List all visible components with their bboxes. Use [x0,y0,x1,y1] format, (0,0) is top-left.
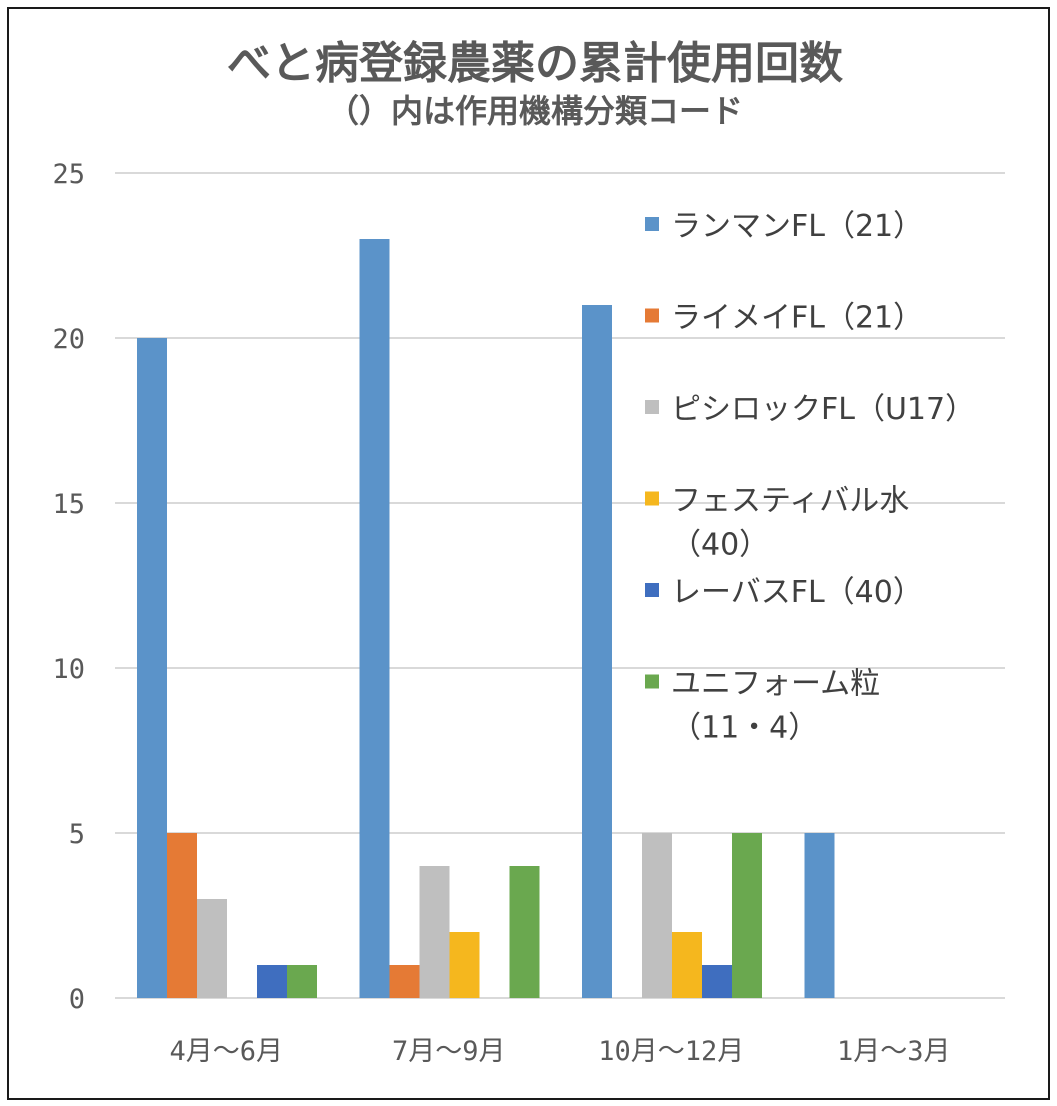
legend-label: レーバスFL（40） [671,575,923,610]
chart-title: べと病登録農薬の累計使用回数 [227,38,843,89]
x-tick-label: 4月～6月 [169,1036,283,1067]
y-tick-label: 0 [69,984,85,1015]
legend-label: ユニフォーム粒 [671,667,880,702]
bar [582,305,612,998]
x-tick-label: 1月～3月 [837,1036,951,1067]
bar [137,338,167,998]
legend: ランマンFL（21） ライメイFL（21） ピシロックFL（U17） フェスティバル水… [645,209,975,746]
bar [642,833,672,998]
legend-swatch [645,217,659,231]
y-axis-ticks: 0 5 10 15 20 25 [52,159,85,1015]
legend-swatch [645,674,659,689]
legend-swatch [645,308,659,323]
legend-label: （40） [671,528,769,563]
x-tick-label: 10月～12月 [598,1036,744,1067]
bar [419,866,450,998]
y-tick-label: 5 [69,819,85,850]
bar [257,965,287,998]
bar [287,965,317,998]
legend-label: （11・4） [671,711,818,746]
legend-label: ランマンFL（21） [671,209,923,244]
bar [167,833,197,998]
bar [197,899,227,998]
legend-label: フェスティバル水 [671,484,909,519]
y-tick-label: 20 [52,324,85,355]
x-axis-ticks: 4月～6月 7月～9月 10月～12月 1月～3月 [169,1036,950,1067]
y-tick-label: 25 [52,159,85,190]
bar [359,239,390,998]
y-tick-label: 15 [52,489,85,520]
x-tick-label: 7月～9月 [392,1036,506,1067]
bar [702,965,732,998]
bar [449,932,480,998]
chart-subtitle: （）内は作用機構分類コード [327,92,743,130]
bar [389,965,420,998]
bar [804,833,835,998]
legend-swatch [645,583,659,597]
legend-swatch [645,491,659,506]
bar [732,833,762,998]
bar [672,932,702,998]
legend-label: ライメイFL（21） [671,301,923,336]
legend-label: ピシロックFL（U17） [671,392,975,427]
legend-swatch [645,400,659,414]
bars [137,239,835,998]
y-tick-label: 10 [52,654,85,685]
bar [509,866,540,998]
